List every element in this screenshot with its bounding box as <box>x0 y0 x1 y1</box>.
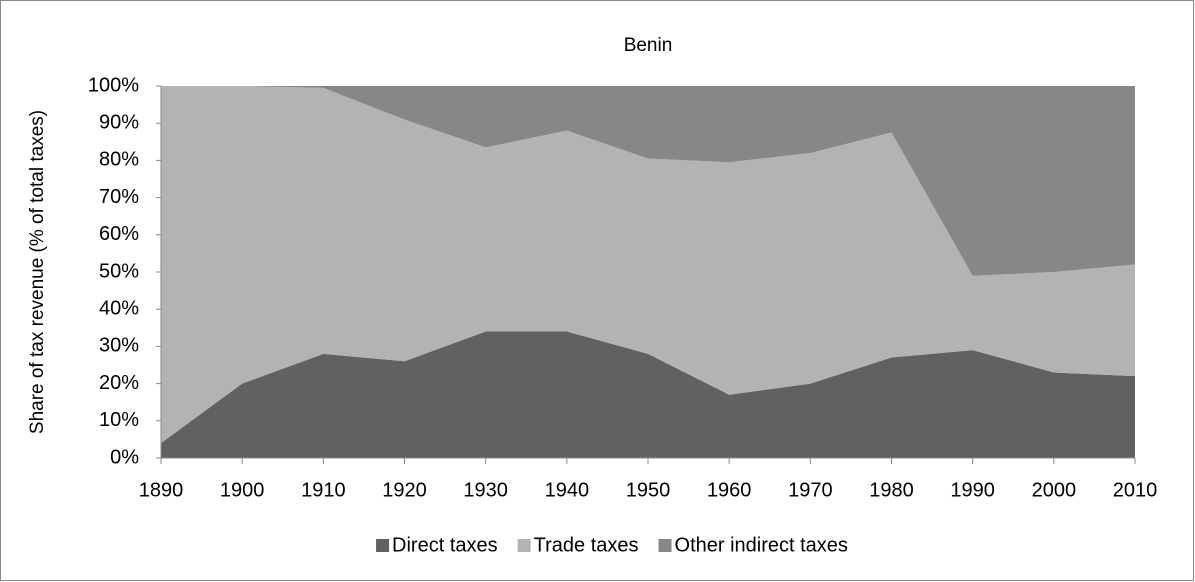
x-tick-label: 1910 <box>301 479 346 501</box>
y-tick-label: 90% <box>99 111 139 133</box>
chart-title: Benin <box>624 35 673 56</box>
x-tick-label: 1890 <box>139 479 184 501</box>
legend-swatch <box>658 539 672 552</box>
x-tick-label: 1940 <box>545 479 590 501</box>
x-tick-label: 1970 <box>788 479 833 501</box>
legend-label: Trade taxes <box>534 534 639 556</box>
x-tick-label: 1920 <box>382 479 427 501</box>
y-tick-label: 20% <box>99 372 139 394</box>
y-tick-label: 0% <box>110 446 139 468</box>
x-tick-label: 2000 <box>1032 479 1077 501</box>
legend-swatch <box>517 539 531 552</box>
x-tick-label: 1930 <box>463 479 508 501</box>
y-tick-label: 30% <box>99 335 139 357</box>
y-tick-label: 10% <box>99 409 139 431</box>
y-tick-label: 40% <box>99 297 139 319</box>
x-tick-label: 1950 <box>626 479 671 501</box>
area <box>161 86 1135 444</box>
area <box>161 86 1135 276</box>
y-tick-label: 60% <box>99 223 139 245</box>
legend-label: Other indirect taxes <box>675 534 848 556</box>
legend-swatch <box>376 539 390 552</box>
x-tick-label: 2010 <box>1113 479 1158 501</box>
y-tick-label: 50% <box>99 260 139 282</box>
y-tick-label: 100% <box>88 74 139 96</box>
y-axis-label: Share of tax revenue (% of total taxes) <box>27 110 48 434</box>
x-tick-label: 1900 <box>220 479 265 501</box>
area <box>161 331 1135 458</box>
y-tick-label: 70% <box>99 186 139 208</box>
x-tick-label: 1990 <box>950 479 995 501</box>
legend-label: Direct taxes <box>392 534 498 556</box>
y-tick-label: 80% <box>99 149 139 171</box>
x-tick-label: 1960 <box>707 479 752 501</box>
x-tick-label: 1980 <box>869 479 914 501</box>
